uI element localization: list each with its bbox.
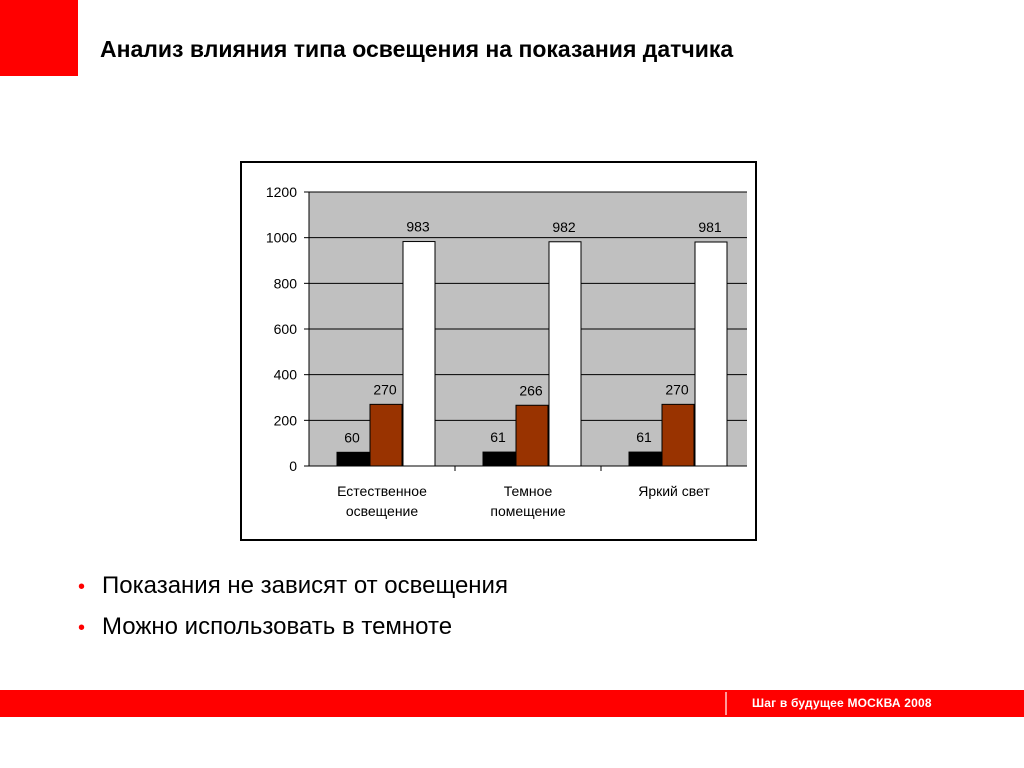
data-label: 61	[490, 429, 506, 445]
slide-title: Анализ влияния типа освещения на показан…	[100, 36, 734, 62]
data-label: 982	[552, 219, 576, 235]
bullet-item: • Показания не зависят от освещения	[78, 572, 508, 613]
bullet-item: • Можно использовать в темноте	[78, 613, 508, 654]
x-tick-label: освещение	[346, 503, 419, 519]
footer-caption: Шаг в будущее МОСКВА 2008	[752, 696, 932, 710]
y-tick-label: 600	[274, 321, 298, 337]
bar	[694, 241, 728, 467]
chart-frame: 0 200 400 600 800 1000 1200 60 270 983 Естественно…	[240, 161, 757, 541]
bar	[369, 403, 403, 467]
data-label: 270	[665, 381, 689, 397]
bar-chart: 0 200 400 600 800 1000 1200 60 270 983 Естественно…	[266, 184, 747, 519]
x-tick-label: Яркий свет	[638, 483, 710, 499]
footer-divider	[725, 692, 727, 715]
y-tick-label: 1000	[266, 230, 297, 246]
data-label: 60	[344, 429, 360, 445]
x-tick-label: помещение	[490, 503, 565, 519]
bar	[548, 241, 582, 467]
data-label: 266	[519, 382, 543, 398]
bar	[482, 451, 516, 467]
y-tick-label: 400	[274, 367, 298, 383]
x-tick-label: Темное	[504, 483, 553, 499]
data-label: 270	[373, 381, 397, 397]
x-tick-label: Естественное	[337, 483, 427, 499]
data-label: 983	[406, 219, 430, 235]
y-tick-label: 0	[289, 458, 297, 474]
data-label: 981	[698, 219, 722, 235]
bar	[336, 451, 370, 467]
bullet-dot-icon: •	[78, 576, 86, 598]
bullet-text: Показания не зависят от освещения	[102, 572, 508, 599]
bar	[515, 404, 549, 467]
footer-bar	[0, 690, 1024, 717]
bullet-text: Можно использовать в темноте	[102, 613, 453, 640]
y-tick-label: 1200	[266, 184, 297, 200]
y-tick-label: 800	[274, 275, 298, 291]
corner-accent-block	[0, 0, 78, 76]
data-label: 61	[636, 429, 652, 445]
y-tick-label: 200	[274, 412, 298, 428]
bar	[628, 451, 662, 467]
bar	[402, 241, 436, 467]
bullet-dot-icon: •	[78, 617, 86, 639]
bar	[661, 403, 695, 467]
bullet-list: • Показания не зависят от освещения • Мо…	[78, 572, 508, 654]
